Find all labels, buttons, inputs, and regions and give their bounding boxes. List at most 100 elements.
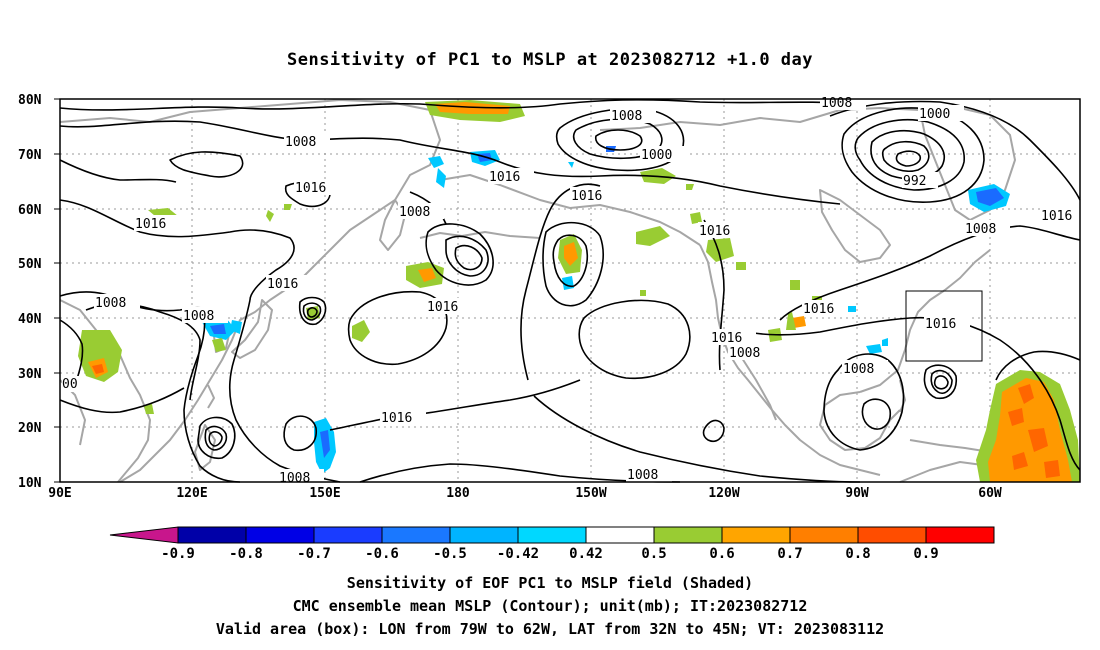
shade-pos-55n-135w: [636, 226, 670, 246]
shade-neg-38n-80w: [866, 344, 882, 354]
shade-pos-india: [78, 330, 122, 382]
gulf-mexico: [819, 391, 901, 451]
shade-pos-48n-120w: [736, 262, 746, 270]
contour-label: 1016: [711, 331, 742, 346]
shade-pos-45n-105w: [790, 280, 800, 290]
lon-axis: 90E 120E 150E 180 150W 120W 90W 60W: [48, 486, 1002, 501]
contour-label: 1008: [183, 309, 214, 324]
shade-pos-20n-120e: [144, 404, 154, 414]
lon-tick-label: 120W: [708, 486, 739, 501]
shade-pos-atlantic-strong-2: [1008, 408, 1024, 426]
colorbar: -0.9 -0.8 -0.7 -0.6 -0.5 -0.42 0.42 0.5 0.6 0.7 0.…: [109, 526, 995, 562]
sensitivity-shading: [78, 100, 1080, 482]
na-east-coast: [859, 249, 991, 393]
shade-pos-67n-125w: [686, 184, 694, 190]
contour-label: 1008: [399, 205, 430, 220]
contour-label: 1000: [919, 107, 950, 122]
lat-tick-label: 10N: [18, 476, 42, 491]
colorbar-tick-label: -0.6: [365, 546, 399, 562]
hudson-bay: [819, 189, 891, 263]
contour-label: 1008: [95, 296, 126, 311]
caption-shading: Sensitivity of EOF PC1 to MSLP field (Sh…: [346, 574, 754, 592]
map-title: Sensitivity of PC1 to MSLP at 2023082712…: [286, 50, 813, 70]
shade-pos-atlantic-strong-4: [1012, 452, 1028, 470]
contour-label: 1008: [729, 346, 760, 361]
contour-label: 1008: [627, 468, 658, 483]
shade-pos-atlantic-strong-1: [1018, 384, 1034, 404]
colorbar-tick-label: 0.5: [641, 546, 666, 562]
shade-pos-north-pacific-core: [435, 102, 510, 114]
asia-north-coast: [59, 99, 431, 123]
colorbar-swatch: [449, 526, 519, 544]
alaska-coast: [439, 174, 701, 246]
lat-axis: 10N 20N 30N 40N 50N 60N 70N 80N: [18, 93, 42, 491]
colorbar-tick-label: -0.8: [229, 546, 263, 562]
shade-neg-japan-core: [210, 324, 226, 334]
colorbar-swatch: [245, 526, 315, 544]
shade-neg-150e-tropics-core: [320, 430, 330, 458]
colorbar-tick-label: 0.9: [913, 546, 938, 562]
contour-label: 1016: [295, 181, 326, 196]
caption-contour: CMC ensemble mean MSLP (Contour); unit(m…: [292, 597, 808, 615]
contour-label: 1016: [135, 217, 166, 232]
colorbar-swatch: [925, 526, 995, 544]
shade-pos-50n-155w-core: [564, 242, 578, 266]
shade-pos-40n-100w: [792, 316, 806, 328]
contour-label: 1016: [571, 189, 602, 204]
contour-label: 1016: [1041, 209, 1072, 224]
contour-label: 1008: [611, 109, 642, 124]
colorbar-under-triangle: [109, 526, 179, 544]
shade-neg-60n-60w-core: [976, 188, 1004, 206]
contour-label: 1016: [267, 277, 298, 292]
shade-pos-63n-140e: [266, 210, 274, 222]
colorbar-tick-label: 0.8: [845, 546, 870, 562]
lon-tick-label: 150W: [575, 486, 606, 501]
shade-neg-east-japan: [230, 320, 242, 334]
colorbar-swatch: [313, 526, 383, 544]
shade-pos-55n-125w: [690, 212, 702, 224]
lat-tick-label: 60N: [18, 203, 42, 218]
shade-neg-kam: [428, 156, 444, 168]
shade-neg-40n-75w: [882, 338, 888, 346]
valid-area-box: [905, 290, 983, 362]
japan: [231, 299, 273, 359]
shade-pos-japan-sea: [212, 338, 226, 352]
shade-neg-68n-170w: [568, 162, 574, 168]
contour-label: 1016: [427, 300, 458, 315]
florida-caribbean: [899, 379, 991, 453]
lat-tick-label: 30N: [18, 367, 42, 382]
contour-label: 1016: [381, 411, 412, 426]
lon-tick-label: 150E: [309, 486, 340, 501]
colorbar-swatch: [721, 526, 791, 544]
lon-tick-label: 60W: [978, 486, 1002, 501]
shade-pos-45n-130w: [640, 290, 646, 296]
colorbar-swatch: [653, 526, 723, 544]
shade-pos-atlantic-strong-3: [1028, 428, 1048, 452]
contour-label: 1000: [641, 148, 672, 163]
colorbar-swatch: [857, 526, 927, 544]
lat-ticks: [54, 98, 60, 483]
colorbar-swatch: [789, 526, 859, 544]
colorbar-swatch: [517, 526, 587, 544]
shade-pos-atlantic-strong-5: [1044, 460, 1060, 478]
aleutians: [419, 231, 541, 239]
lon-tick-label: 180: [446, 486, 470, 501]
shade-pos-50n-125w: [706, 238, 734, 262]
colorbar-tick-label: -0.7: [297, 546, 331, 562]
lon-tick-label: 90W: [845, 486, 869, 501]
indochina: [59, 299, 151, 483]
colorbar-tick-label: 0.6: [709, 546, 734, 562]
lat-tick-label: 20N: [18, 421, 42, 436]
contour-label: 1008: [285, 135, 316, 150]
lon-tick-label: 90E: [48, 486, 71, 501]
baja: [739, 354, 777, 421]
lat-tick-label: 50N: [18, 257, 42, 272]
contour-label: 1016: [925, 317, 956, 332]
colorbar-tick-label: -0.5: [433, 546, 467, 562]
shade-pos-40n-100w-g: [786, 312, 796, 330]
contour-label: 1016: [699, 224, 730, 239]
caption-valid-area: Valid area (box): LON from 79W to 62W, L…: [215, 620, 885, 638]
shade-pos-45n-160e: [352, 320, 370, 342]
contour-label: 00: [62, 377, 78, 392]
